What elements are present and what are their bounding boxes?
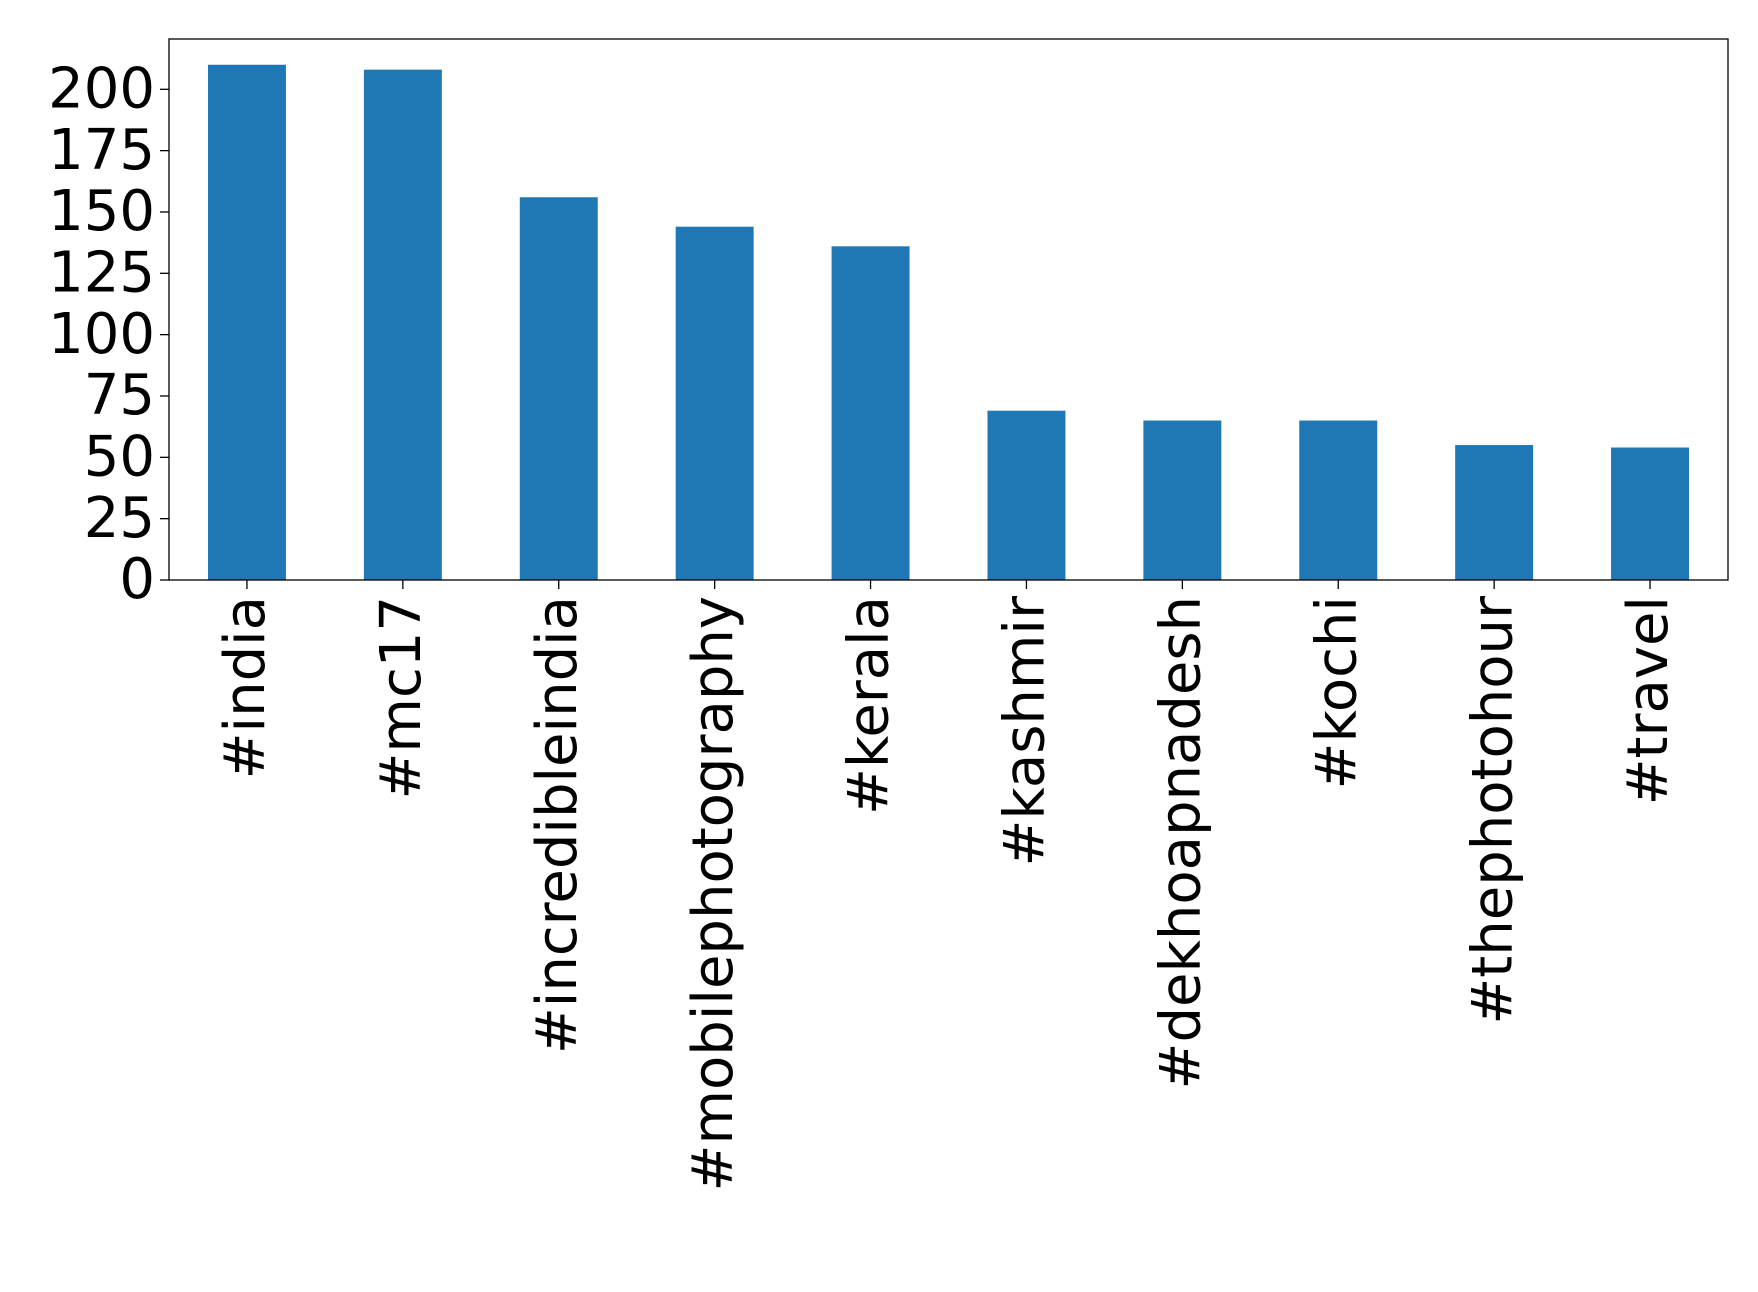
x-tick-label: #thephotohour: [1460, 595, 1525, 1025]
x-tick-label: #india: [213, 596, 278, 779]
x-tick-label: #kerala: [837, 596, 902, 815]
x-tick-label: #kochi: [1304, 596, 1369, 789]
y-tick-label: 75: [84, 363, 155, 428]
bar: [1143, 420, 1222, 580]
bar: [519, 197, 598, 580]
x-tick-label: #mobilephotography: [681, 596, 746, 1191]
bar: [1299, 420, 1378, 580]
x-tick-label: #mc17: [369, 596, 434, 800]
bar: [1455, 445, 1534, 580]
y-tick-label: 0: [119, 547, 155, 612]
y-tick-label: 25: [84, 486, 155, 551]
y-tick-label: 50: [84, 424, 155, 489]
bar: [987, 410, 1066, 580]
x-tick-label: #kashmir: [993, 595, 1058, 866]
x-tick-label: #travel: [1616, 596, 1681, 805]
bar: [363, 69, 442, 580]
plot-frame: [168, 38, 1729, 581]
x-tick-label: #incredibleindia: [525, 596, 590, 1054]
y-tick-label: 125: [48, 240, 155, 305]
y-tick-label: 150: [48, 179, 155, 244]
bar: [831, 246, 910, 580]
y-tick-label: 175: [48, 118, 155, 183]
x-tick-label: #dekhoapnadesh: [1148, 596, 1213, 1089]
bar: [1611, 447, 1690, 580]
y-tick-label: 200: [48, 56, 155, 121]
y-tick-label: 100: [48, 302, 155, 367]
bar: [675, 226, 754, 580]
bar: [207, 64, 286, 580]
